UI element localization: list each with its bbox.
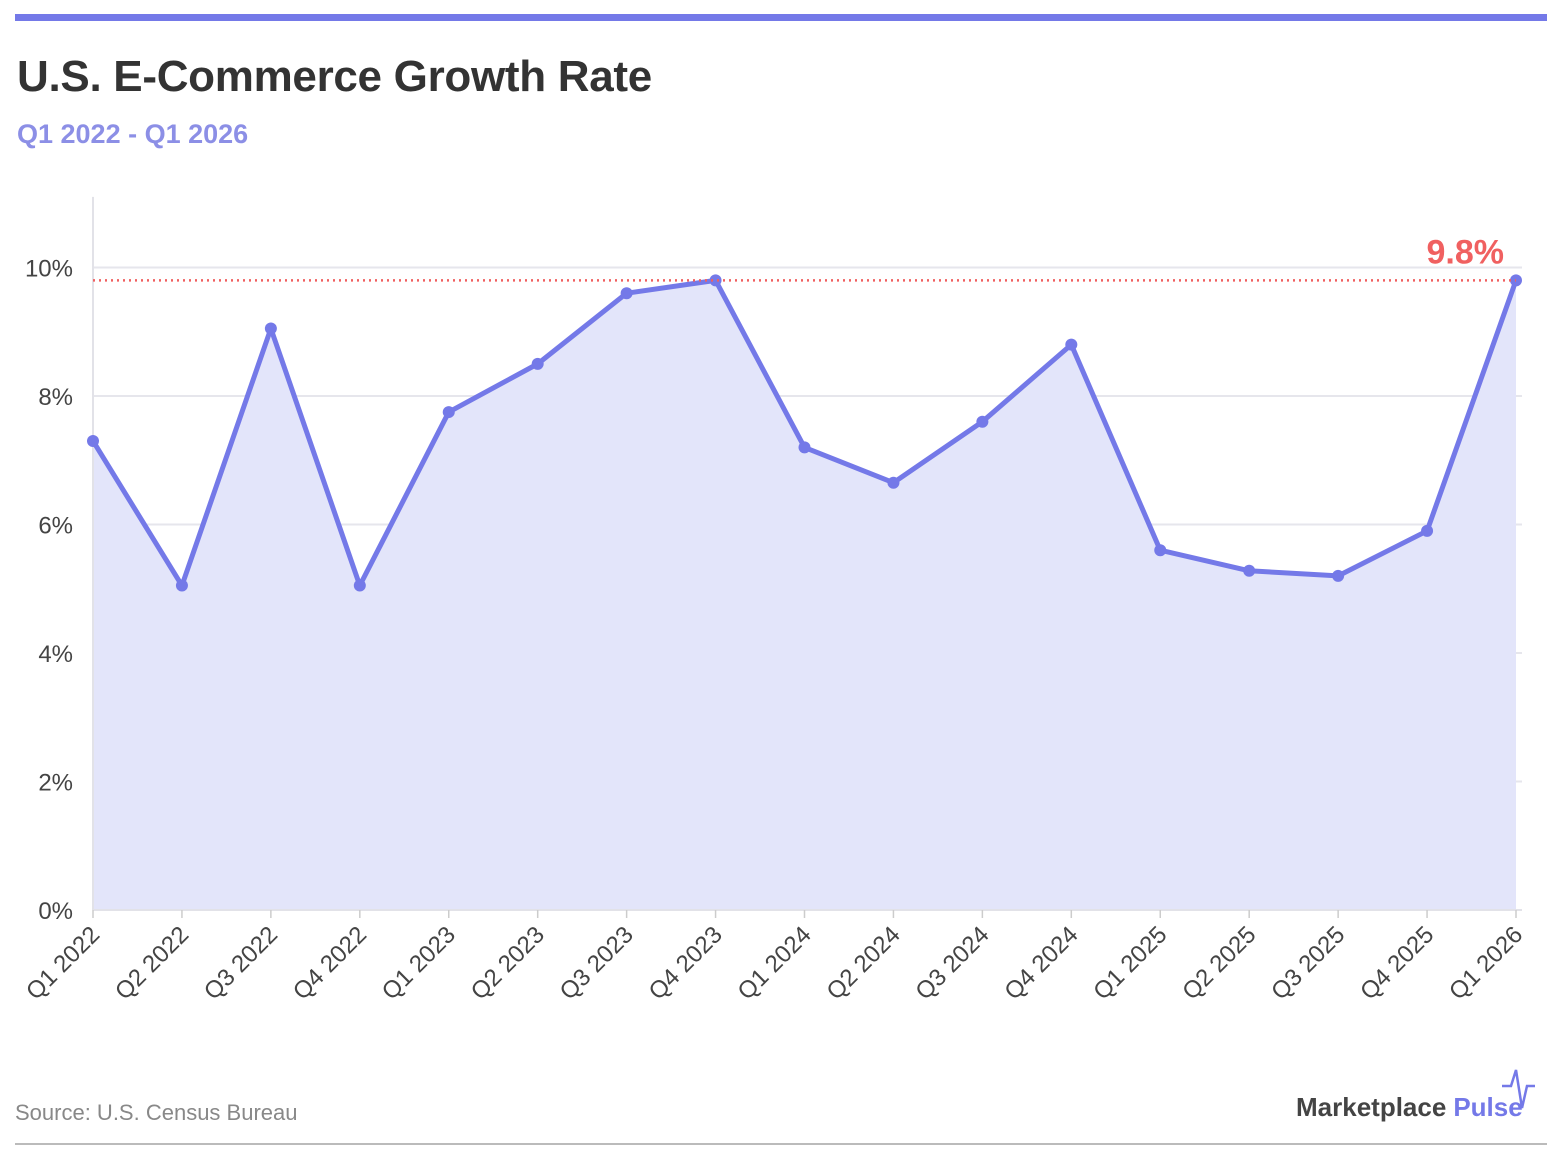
x-tick-label: Q2 2025 bbox=[1177, 921, 1261, 1005]
y-tick-label: 0% bbox=[38, 898, 73, 925]
data-point bbox=[1421, 524, 1434, 537]
x-tick-label: Q3 2023 bbox=[555, 921, 639, 1005]
data-point bbox=[264, 322, 277, 335]
data-point bbox=[531, 357, 544, 370]
data-point bbox=[175, 579, 188, 592]
data-point bbox=[976, 415, 989, 428]
y-tick-label: 8% bbox=[38, 384, 73, 411]
y-tick-labels: 0% 2% 4% 6% 8% 10% bbox=[25, 256, 73, 926]
data-point bbox=[1243, 564, 1256, 577]
chart-title: U.S. E-Commerce Growth Rate bbox=[17, 52, 652, 101]
top-accent-bar bbox=[15, 14, 1547, 21]
x-tick-label: Q4 2023 bbox=[644, 921, 728, 1005]
y-tick-label: 10% bbox=[25, 256, 73, 283]
data-point bbox=[887, 476, 900, 489]
brand-name-part1: Marketplace bbox=[1296, 1092, 1447, 1122]
x-tick-label: Q3 2025 bbox=[1266, 921, 1350, 1005]
data-point bbox=[1332, 569, 1345, 582]
y-tick-label: 2% bbox=[38, 770, 73, 797]
x-tick-label: Q3 2024 bbox=[910, 921, 994, 1005]
x-tick-label: Q2 2022 bbox=[110, 921, 194, 1005]
y-tick-label: 6% bbox=[38, 513, 73, 540]
x-tick-label: Q2 2024 bbox=[821, 921, 905, 1005]
x-tick-label: Q1 2026 bbox=[1444, 921, 1528, 1005]
data-point bbox=[1065, 338, 1078, 351]
annotations: 9.8% bbox=[93, 233, 1516, 282]
x-tick-labels: Q1 2022 Q2 2022 Q3 2022 Q4 2022 Q1 2023 Q2 20… bbox=[21, 921, 1528, 1005]
data-point bbox=[620, 287, 633, 300]
data-points bbox=[87, 274, 1522, 592]
axes bbox=[92, 196, 1522, 918]
brand-name-part2: Pulse bbox=[1453, 1092, 1523, 1122]
source-note: Source: U.S. Census Bureau bbox=[15, 1100, 298, 1125]
y-tick-label: 4% bbox=[38, 641, 73, 668]
peak-annotation-label: 9.8% bbox=[1427, 233, 1505, 271]
area-fill bbox=[93, 280, 1516, 911]
data-point bbox=[87, 434, 99, 447]
data-point bbox=[353, 579, 366, 592]
data-point bbox=[442, 406, 455, 419]
x-tick-label: Q1 2023 bbox=[377, 921, 461, 1005]
area-layer bbox=[93, 280, 1516, 911]
data-point bbox=[798, 441, 811, 454]
brand-logo-text: Marketplace Pulse bbox=[1296, 1092, 1523, 1123]
x-tick-label: Q1 2024 bbox=[733, 921, 817, 1005]
x-tick-label: Q4 2022 bbox=[288, 921, 372, 1005]
data-point bbox=[1154, 544, 1167, 557]
x-tick-label: Q1 2025 bbox=[1088, 921, 1172, 1005]
bottom-rule bbox=[15, 1143, 1547, 1145]
x-tick-label: Q3 2022 bbox=[199, 921, 283, 1005]
x-tick-label: Q2 2023 bbox=[466, 921, 550, 1005]
chart-subtitle: Q1 2022 - Q1 2026 bbox=[17, 119, 249, 149]
pulse-icon bbox=[1502, 1069, 1535, 1109]
x-tick-label: Q4 2025 bbox=[1355, 921, 1439, 1005]
x-tick-label: Q1 2022 bbox=[21, 921, 105, 1005]
x-tick-label: Q4 2024 bbox=[999, 921, 1083, 1005]
data-point bbox=[709, 274, 722, 287]
